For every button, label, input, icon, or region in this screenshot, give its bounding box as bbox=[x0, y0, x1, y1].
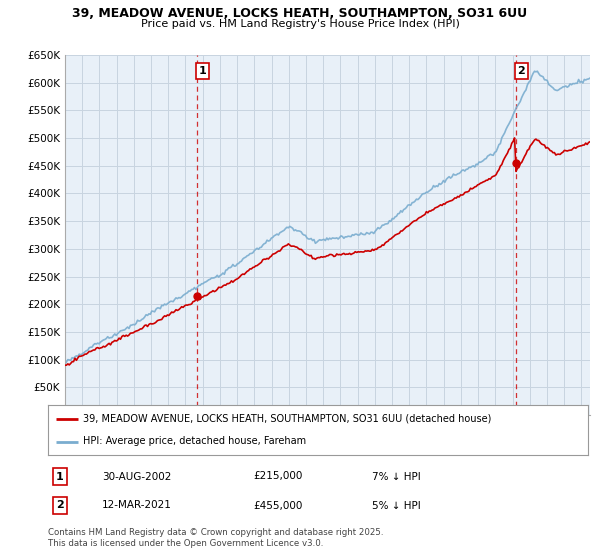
Text: 39, MEADOW AVENUE, LOCKS HEATH, SOUTHAMPTON, SO31 6UU (detached house): 39, MEADOW AVENUE, LOCKS HEATH, SOUTHAMP… bbox=[83, 413, 491, 423]
Text: 1: 1 bbox=[56, 472, 64, 482]
Text: 2: 2 bbox=[518, 66, 525, 76]
Text: 1: 1 bbox=[199, 66, 206, 76]
Text: 7% ↓ HPI: 7% ↓ HPI bbox=[372, 472, 421, 482]
Text: 2: 2 bbox=[56, 501, 64, 511]
Text: Contains HM Land Registry data © Crown copyright and database right 2025.
This d: Contains HM Land Registry data © Crown c… bbox=[48, 528, 383, 548]
Text: £455,000: £455,000 bbox=[253, 501, 302, 511]
Text: £215,000: £215,000 bbox=[253, 472, 302, 482]
Text: 5% ↓ HPI: 5% ↓ HPI bbox=[372, 501, 421, 511]
Text: Price paid vs. HM Land Registry's House Price Index (HPI): Price paid vs. HM Land Registry's House … bbox=[140, 19, 460, 29]
Text: 39, MEADOW AVENUE, LOCKS HEATH, SOUTHAMPTON, SO31 6UU: 39, MEADOW AVENUE, LOCKS HEATH, SOUTHAMP… bbox=[73, 7, 527, 20]
Text: 30-AUG-2002: 30-AUG-2002 bbox=[102, 472, 172, 482]
Text: HPI: Average price, detached house, Fareham: HPI: Average price, detached house, Fare… bbox=[83, 436, 306, 446]
Text: 12-MAR-2021: 12-MAR-2021 bbox=[102, 501, 172, 511]
